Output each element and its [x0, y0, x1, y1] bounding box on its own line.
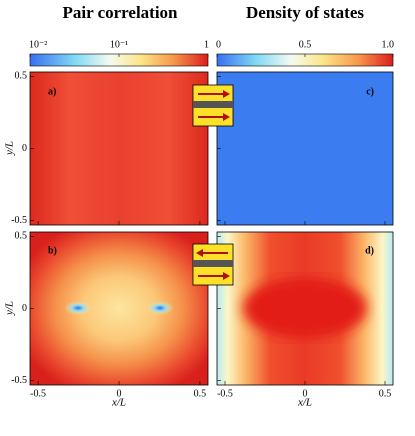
colorbar-tick-label: 1.0 [382, 39, 395, 50]
icon-antiparallel [192, 243, 234, 286]
y-axis-label: y/L [4, 141, 16, 156]
x-axis-label: x/L [111, 397, 126, 409]
panel-label: a) [48, 86, 56, 97]
x-axis-label: x/L [297, 397, 312, 409]
icon-parallel [192, 84, 234, 127]
y-tick-label: -0.5 [11, 375, 27, 386]
y-tick-label: 0.5 [15, 231, 28, 242]
x-tick-label: 0.5 [379, 388, 392, 399]
colorbar-tick-label: 1 [204, 39, 209, 50]
colorbar-tick-label: 10⁻² [29, 39, 47, 50]
y-tick-label: 0.5 [15, 71, 28, 82]
x-tick-label: 0 [303, 388, 308, 399]
heatmap [217, 232, 393, 385]
title: Pair correlation [62, 3, 178, 22]
title: Density of states [246, 3, 364, 22]
colorbar-tick-label: 0 [216, 39, 221, 50]
panel-label: b) [48, 245, 57, 256]
x-tick-label: 0.5 [194, 388, 207, 399]
panel-label: d) [365, 245, 374, 256]
heatmap [217, 72, 393, 225]
x-tick-label: -0.5 [30, 388, 46, 399]
colorbar-tick-label: 0.5 [299, 39, 312, 50]
y-tick-label: 0 [22, 143, 27, 154]
colorbar-tick-label: 10⁻¹ [110, 39, 128, 50]
x-tick-label: -0.5 [217, 388, 233, 399]
y-axis-label: y/L [4, 301, 16, 316]
y-tick-label: 0 [22, 303, 27, 314]
y-tick-label: -0.5 [11, 215, 27, 226]
heatmap [30, 72, 208, 225]
heatmap [30, 232, 208, 385]
x-tick-label: 0 [117, 388, 122, 399]
panel-label: c) [366, 86, 374, 97]
